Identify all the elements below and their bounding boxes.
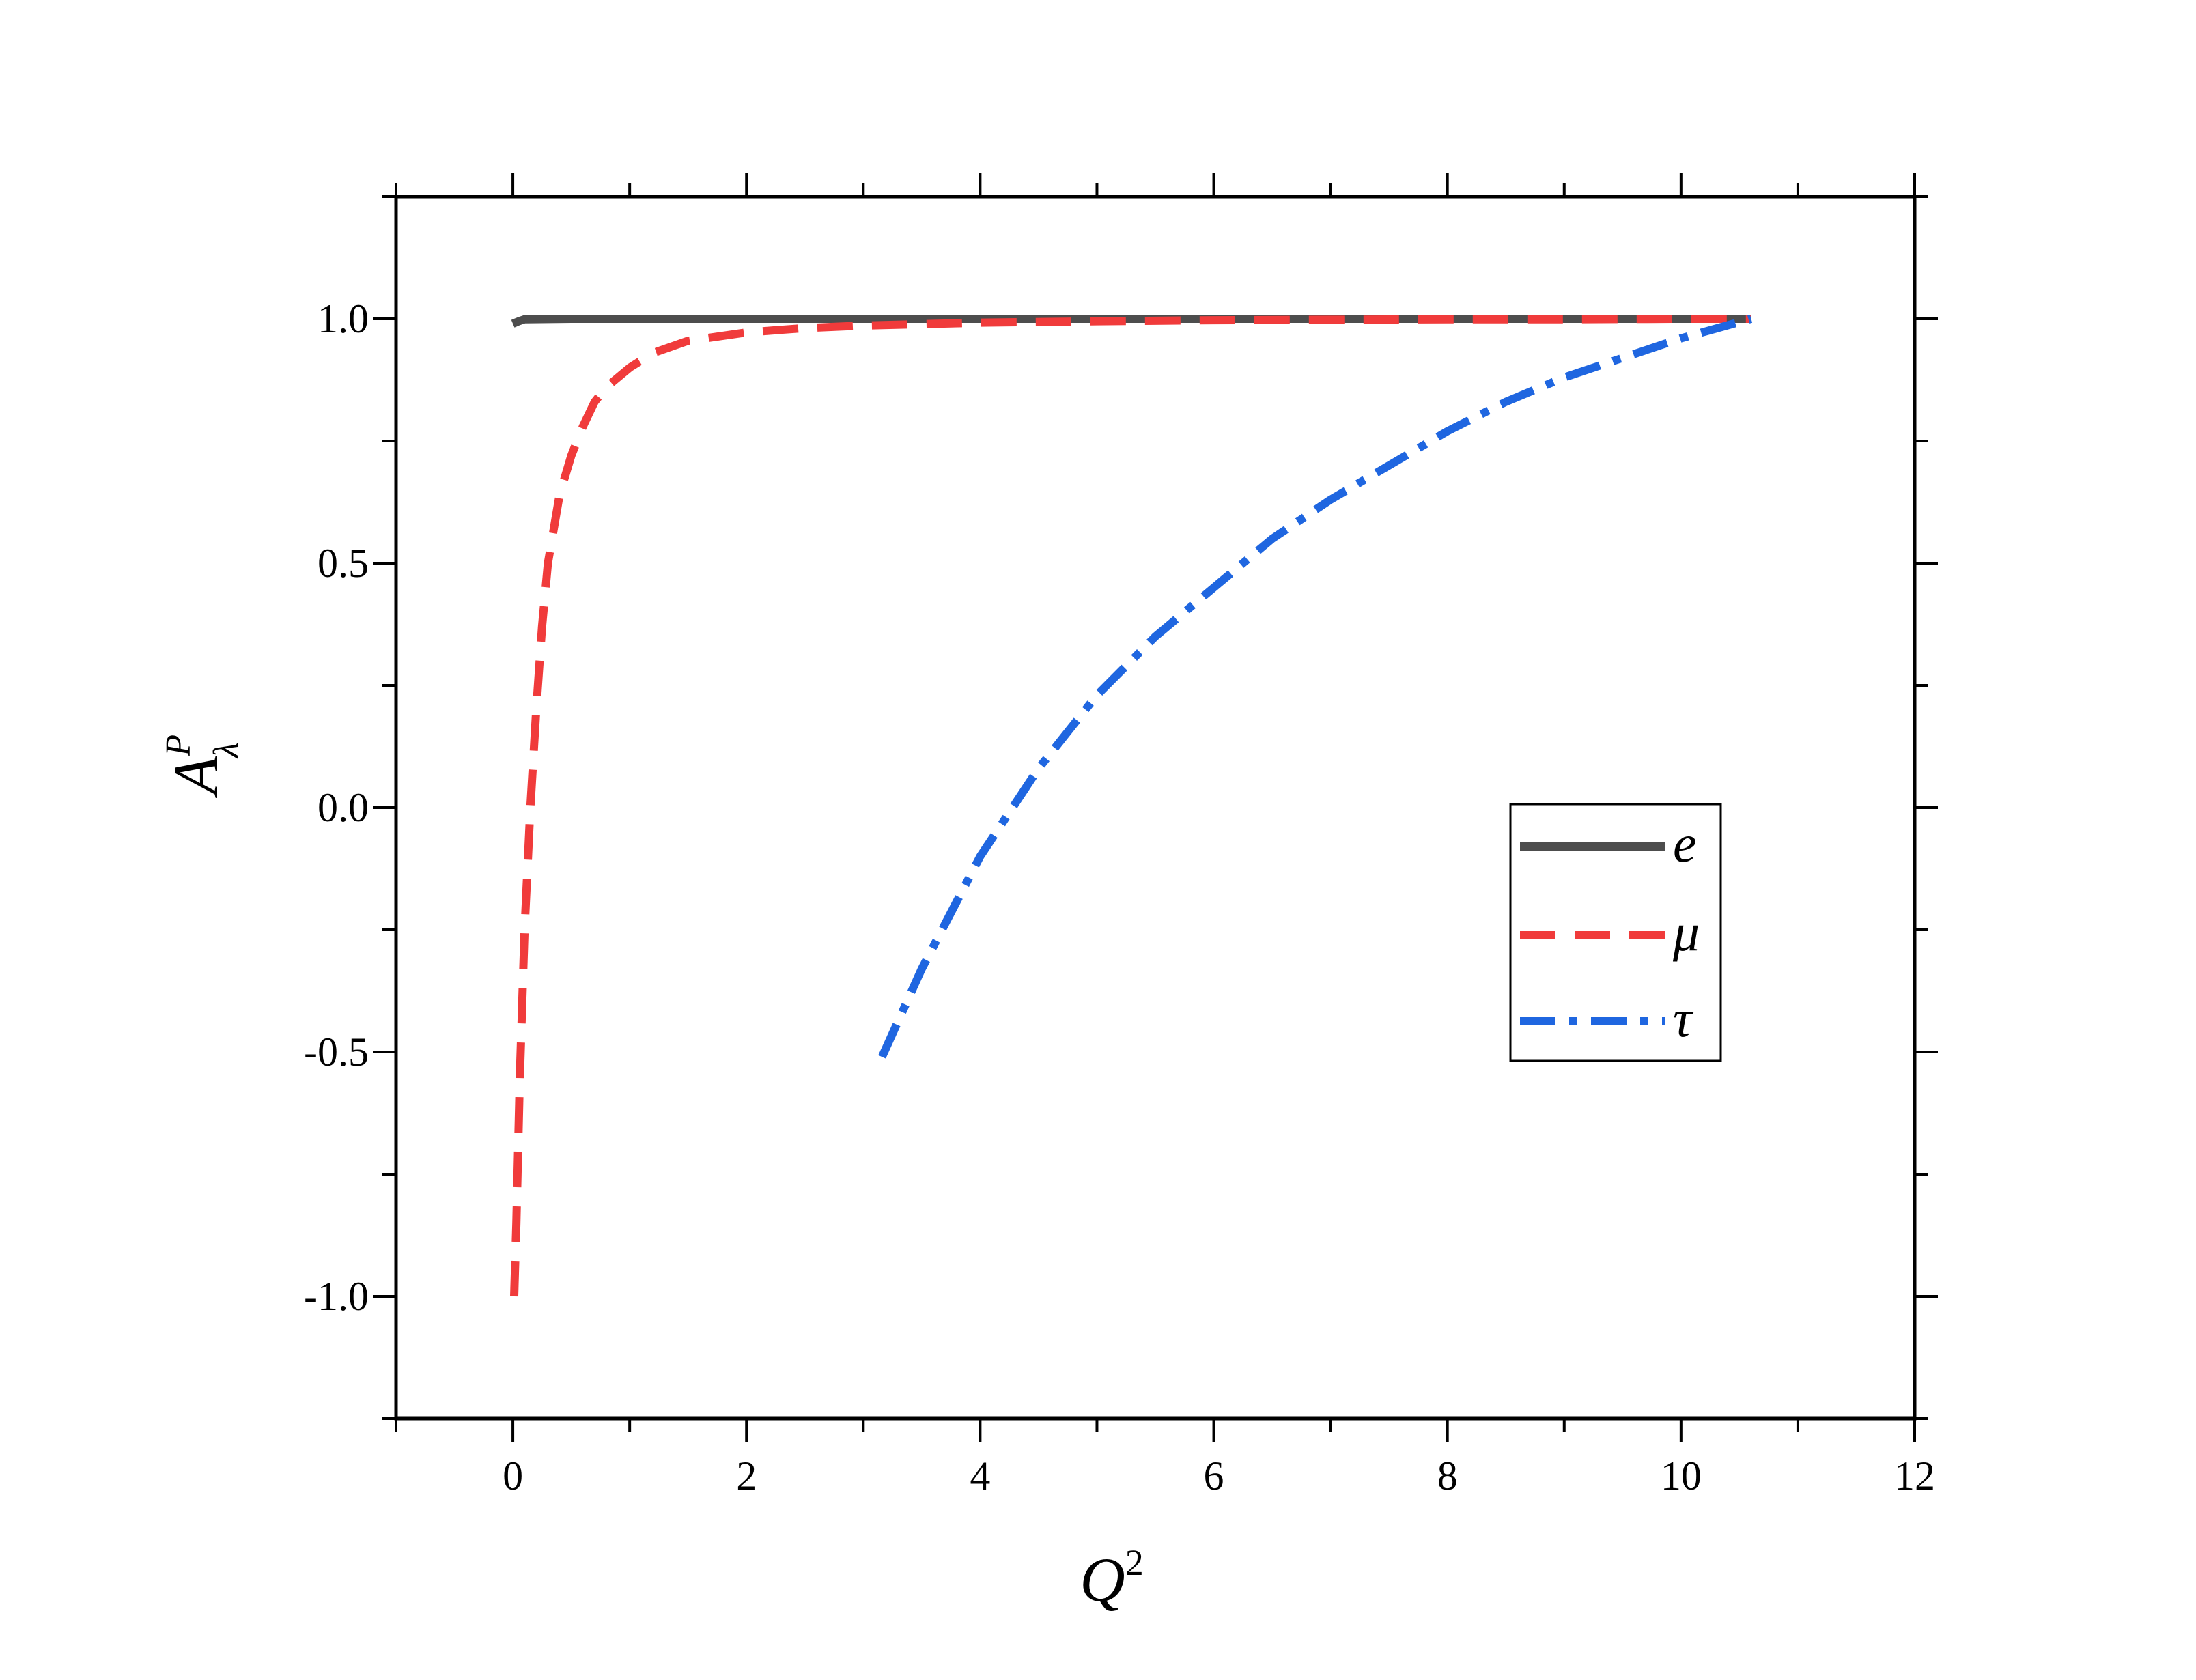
y-axis-title-sub: λ: [207, 742, 246, 759]
y-axis-title-group: AP λ: [159, 735, 246, 799]
series-line-e: [511, 315, 1751, 328]
series-line-tau: [878, 315, 1753, 1059]
x-tick-label: 8: [1437, 1453, 1458, 1498]
y-tick-label: 0.0: [318, 785, 369, 830]
legend-label-tau: τ: [1673, 988, 1694, 1048]
x-axis-title-sup: 2: [1125, 1542, 1144, 1583]
legend-label-e: e: [1673, 814, 1697, 873]
series-lines: [510, 315, 1753, 1297]
x-axis-title-base: Q: [1080, 1545, 1125, 1614]
x-tick-label: 6: [1204, 1453, 1224, 1498]
series-line-mu: [510, 315, 1751, 1297]
y-tick-label: -1.0: [304, 1274, 369, 1319]
y-tick-label: 1.0: [318, 296, 369, 341]
y-axis-title-base: A: [161, 756, 231, 799]
legend: e μ τ: [1509, 803, 1722, 1062]
x-tick-label: 10: [1661, 1453, 1702, 1498]
x-tick-label: 12: [1894, 1453, 1935, 1498]
x-tick-label: 2: [736, 1453, 757, 1498]
y-axis-title: AP λ: [159, 735, 246, 799]
y-tick-label: -0.5: [304, 1029, 369, 1074]
y-tick-label: 0.5: [318, 541, 369, 586]
axis-ticks: [373, 173, 1938, 1442]
x-axis-title: Q2: [1080, 1542, 1143, 1614]
legend-label-mu: μ: [1672, 902, 1700, 962]
axis-tick-labels: 0 2 4 6 8 10 12 -1.0 -0.5 0.0 0.5 1.0: [304, 296, 1935, 1498]
x-tick-label: 4: [970, 1453, 990, 1498]
x-tick-label: 0: [503, 1453, 523, 1498]
y-axis-title-sup: P: [159, 735, 198, 757]
